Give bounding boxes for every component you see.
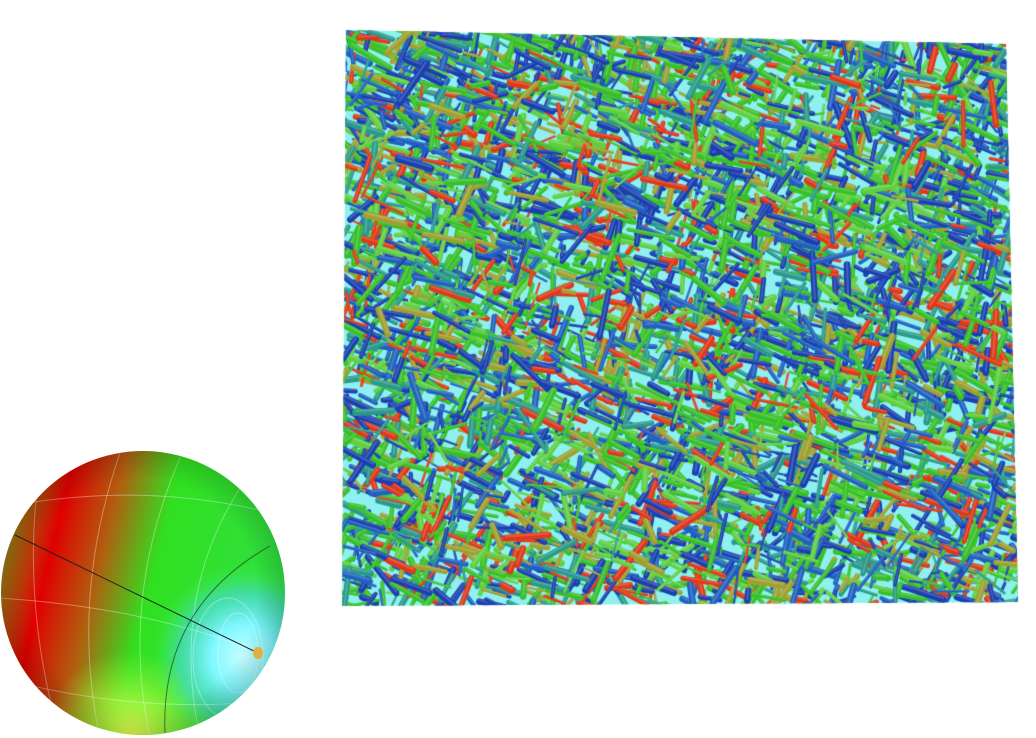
fiber-volume-render bbox=[334, 22, 1024, 618]
orientation-sphere bbox=[1, 451, 285, 735]
pole-marker bbox=[253, 647, 263, 659]
